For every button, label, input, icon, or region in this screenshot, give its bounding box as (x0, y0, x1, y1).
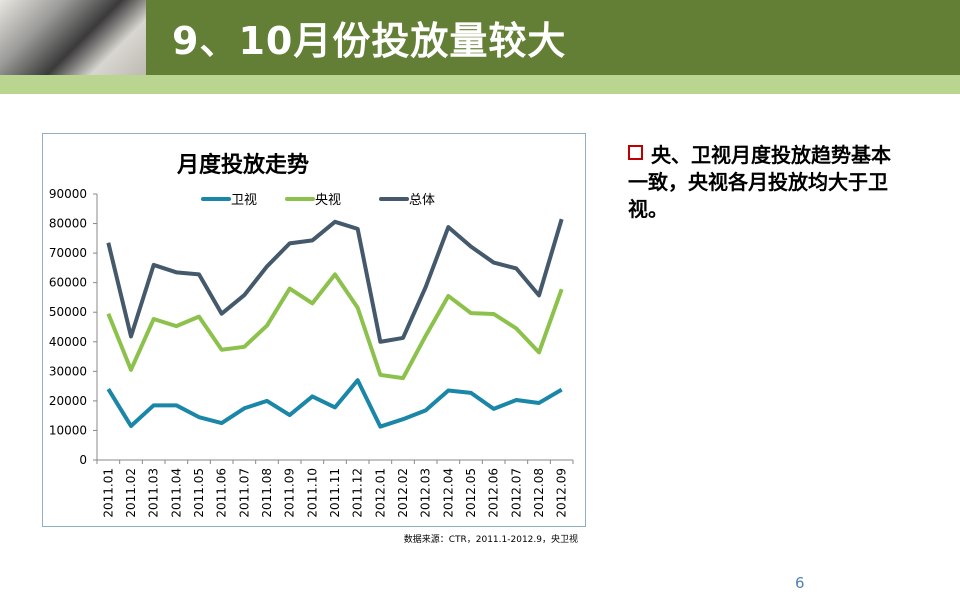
x-tick-label: 2011.05 (192, 468, 206, 518)
x-tick-label: 2012.08 (532, 468, 546, 518)
x-tick-label: 2011.01 (101, 468, 115, 518)
line-chart: 月度投放走势 0 10000 20000 30000 40000 50000 60000 700… (49, 152, 574, 518)
y-tick-label: 0 (79, 453, 87, 467)
car-interior-image (0, 0, 146, 75)
x-tick-label: 2011.03 (147, 468, 161, 518)
y-tick-label: 60000 (49, 276, 87, 290)
y-tick-label: 50000 (49, 305, 87, 319)
x-tick-label: 2012.07 (509, 468, 523, 518)
y-tick-label: 80000 (49, 217, 87, 231)
x-tick-label: 2011.08 (260, 468, 274, 518)
x-tick-label: 2012.06 (487, 468, 501, 518)
y-tick-label: 20000 (49, 394, 87, 408)
chart-container: 月度投放走势 0 10000 20000 30000 40000 50000 60000 700… (42, 133, 586, 527)
bullet-point: 央、卫视月度投放趋势基本一致，央视各月投放均大于卫视。 (628, 142, 908, 223)
series-line-2 (106, 218, 564, 344)
header-bar (0, 0, 960, 75)
y-tick-label: 90000 (49, 187, 87, 201)
x-tick-label: 2012.02 (396, 468, 410, 518)
x-tick-label: 2011.04 (169, 468, 183, 518)
series-line-1 (106, 272, 564, 381)
x-tick-label: 2012.03 (419, 468, 433, 518)
chart-title: 月度投放走势 (176, 152, 309, 178)
page-title: 9、10月份投放量较大 (172, 19, 567, 63)
x-tick-label: 2011.02 (124, 468, 138, 518)
x-tick-label: 2012.01 (373, 468, 387, 518)
hollow-square-bullet-icon (628, 145, 643, 160)
y-tick-label: 30000 (49, 364, 87, 378)
header-stripe (0, 75, 960, 94)
legend-label: 总体 (409, 193, 435, 208)
legend-label: 央视 (315, 193, 341, 208)
x-tick-label: 2011.07 (237, 468, 251, 518)
legend-label: 卫视 (231, 193, 257, 208)
x-tick-label: 2011.10 (305, 468, 319, 518)
x-tick-label: 2011.11 (328, 468, 342, 518)
x-tick-label: 2012.09 (555, 468, 569, 518)
x-tick-label: 2012.04 (441, 468, 455, 518)
bullet-text: 央、卫视月度投放趋势基本一致，央视各月投放均大于卫视。 (628, 143, 891, 221)
series-line-0 (106, 378, 563, 429)
x-tick-label: 2012.05 (464, 468, 478, 518)
y-tick-label: 10000 (49, 423, 87, 437)
x-tick-label: 2011.09 (283, 468, 297, 518)
y-tick-label: 70000 (49, 246, 87, 260)
data-source-note: 数据来源：CTR，2011.1-2012.9，央卫视 (403, 535, 578, 545)
x-tick-label: 2011.06 (215, 468, 229, 518)
y-tick-label: 40000 (49, 335, 87, 349)
x-tick-label: 2011.12 (351, 468, 365, 518)
page-number: 6 (795, 574, 805, 592)
